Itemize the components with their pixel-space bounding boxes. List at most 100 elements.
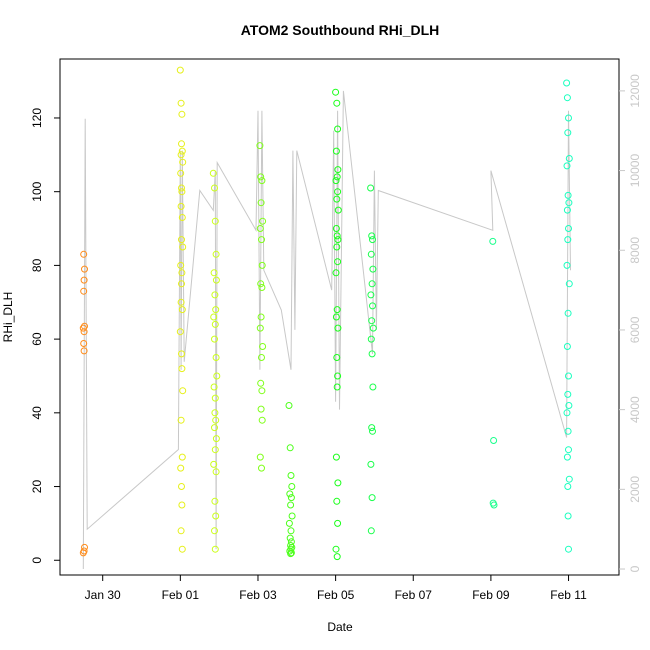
- data-point: [212, 276, 220, 284]
- altitude-line: [82, 90, 571, 570]
- data-point: [212, 354, 220, 361]
- data-point: [565, 446, 572, 454]
- data-point: [257, 405, 265, 413]
- data-point: [287, 472, 295, 479]
- data-point: [564, 512, 572, 520]
- data-point: [178, 188, 186, 196]
- data-point: [564, 427, 572, 435]
- data-point: [334, 324, 342, 332]
- data-point: [258, 236, 265, 244]
- data-point: [178, 280, 185, 288]
- plot-frame: [59, 58, 620, 576]
- data-point: [179, 158, 187, 166]
- data-point: [256, 324, 264, 332]
- series-3: [256, 142, 267, 472]
- data-point: [564, 483, 572, 490]
- data-point: [333, 173, 341, 181]
- data-point: [80, 547, 88, 555]
- data-point: [334, 479, 342, 487]
- data-point: [211, 527, 218, 535]
- y-axis-left: 0 20 40 60 80 100 120: [30, 108, 60, 564]
- data-point: [332, 313, 340, 321]
- data-point: [178, 545, 186, 553]
- data-point: [177, 202, 185, 210]
- data-point: [565, 114, 572, 122]
- data-point: [369, 302, 376, 310]
- data-point: [564, 129, 572, 137]
- data-point: [286, 444, 294, 452]
- data-point: [211, 184, 218, 192]
- y-tick-label: 40: [30, 406, 44, 420]
- data-point: [211, 320, 219, 328]
- data-point: [211, 394, 219, 402]
- data-point: [334, 166, 342, 174]
- data-point: [81, 322, 88, 330]
- data-point: [256, 142, 264, 150]
- x-tick-label: Jan 30: [85, 588, 121, 602]
- data-point: [258, 177, 266, 185]
- data-point: [257, 313, 265, 321]
- chart-title: ATOM2 Southbound RHi_DLH: [241, 22, 440, 38]
- data-point: [334, 519, 342, 527]
- series-8: [563, 79, 573, 553]
- data-point: [211, 497, 219, 505]
- data-point: [368, 424, 376, 432]
- data-point: [367, 527, 375, 535]
- data-point: [288, 512, 296, 520]
- data-point: [258, 284, 266, 291]
- data-point: [564, 236, 572, 244]
- x-tick-label: Feb 11: [550, 588, 587, 602]
- data-point: [563, 79, 571, 87]
- data-point: [256, 453, 264, 461]
- data-point: [287, 494, 295, 502]
- altitude-trace-layer: [82, 90, 571, 570]
- data-point: [332, 177, 340, 185]
- data-point: [332, 88, 340, 96]
- y-tick-label: 120: [30, 108, 44, 128]
- data-point: [209, 169, 217, 177]
- data-point: [367, 460, 375, 468]
- data-point: [257, 379, 265, 387]
- x-tick-label: Feb 01: [162, 588, 200, 602]
- data-point: [179, 387, 187, 395]
- data-point: [285, 402, 293, 409]
- data-point: [285, 519, 293, 527]
- data-point: [333, 553, 341, 561]
- data-point: [333, 99, 341, 107]
- data-point: [177, 416, 185, 424]
- data-point: [210, 383, 218, 391]
- series-6: [367, 184, 377, 535]
- data-point: [369, 236, 376, 244]
- data-point: [178, 483, 185, 490]
- y-right-tick-label: 10000: [628, 154, 642, 188]
- data-point: [80, 287, 88, 295]
- data-point: [333, 354, 341, 361]
- data-point: [334, 372, 342, 380]
- data-point: [212, 306, 220, 314]
- data-point: [369, 383, 377, 391]
- data-point: [333, 306, 341, 314]
- data-point: [368, 350, 376, 358]
- series-7: [489, 237, 498, 509]
- data-point: [368, 317, 376, 325]
- x-tick-label: Feb 05: [317, 588, 355, 602]
- data-point: [565, 199, 573, 207]
- data-point: [178, 501, 186, 509]
- data-point: [258, 387, 266, 395]
- y-right-tick-label: 2000: [628, 476, 642, 503]
- y-tick-label: 20: [30, 480, 44, 494]
- data-point: [287, 501, 295, 509]
- x-tick-label: Feb 09: [472, 588, 510, 602]
- data-point: [368, 232, 376, 240]
- data-point: [212, 250, 220, 258]
- data-point: [210, 269, 218, 277]
- data-point: [490, 437, 498, 444]
- data-point: [211, 409, 219, 417]
- data-point: [257, 173, 265, 181]
- y-right-tick-label: 8000: [628, 237, 642, 264]
- data-point: [211, 291, 219, 299]
- data-point: [333, 497, 341, 505]
- data-point: [565, 545, 572, 553]
- y-right-tick-label: 0: [628, 565, 642, 572]
- data-point: [564, 191, 572, 199]
